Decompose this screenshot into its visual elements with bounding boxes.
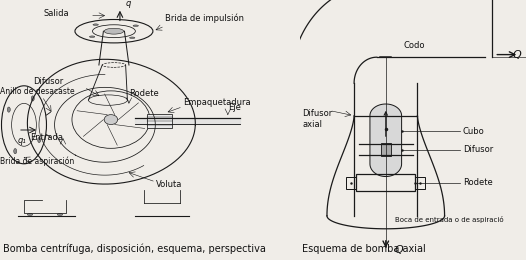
Text: Eje: Eje xyxy=(228,103,241,113)
Text: Cubo: Cubo xyxy=(463,127,484,136)
Ellipse shape xyxy=(104,28,124,34)
Ellipse shape xyxy=(104,115,118,125)
Ellipse shape xyxy=(93,24,98,25)
Ellipse shape xyxy=(89,36,95,37)
Text: Esquema de bomba axial: Esquema de bomba axial xyxy=(302,244,426,253)
Text: Difusor: Difusor xyxy=(33,77,63,87)
Text: Boca de entrada o de aspiració: Boca de entrada o de aspiració xyxy=(395,216,503,223)
Ellipse shape xyxy=(7,107,11,112)
Text: Rodete: Rodete xyxy=(129,89,159,98)
Polygon shape xyxy=(370,104,402,177)
Text: Voluta: Voluta xyxy=(156,180,183,189)
Bar xyxy=(415,177,426,188)
Text: Brida de aspiración: Brida de aspiración xyxy=(0,156,74,166)
Ellipse shape xyxy=(14,148,17,154)
Ellipse shape xyxy=(27,213,33,216)
Text: Difusor
axial: Difusor axial xyxy=(302,109,332,129)
Text: Difusor: Difusor xyxy=(463,145,493,154)
Text: Salida: Salida xyxy=(43,9,69,18)
Text: Anillo de desacaste: Anillo de desacaste xyxy=(0,87,75,96)
Text: q: q xyxy=(126,0,132,8)
Ellipse shape xyxy=(31,96,34,101)
Ellipse shape xyxy=(129,37,135,38)
Text: Empaquetadura: Empaquetadura xyxy=(183,98,250,107)
Bar xyxy=(381,143,391,156)
Text: q₁: q₁ xyxy=(18,136,27,145)
Text: Q: Q xyxy=(513,50,521,60)
Text: Codo: Codo xyxy=(404,41,426,50)
Bar xyxy=(147,114,173,128)
Text: Bomba centrífuga, disposición, esquema, perspectiva: Bomba centrífuga, disposición, esquema, … xyxy=(3,243,266,254)
Text: Brida de impulsión: Brida de impulsión xyxy=(165,13,244,23)
Ellipse shape xyxy=(57,213,63,216)
Text: Rodete: Rodete xyxy=(463,178,492,187)
Text: Q: Q xyxy=(395,245,403,255)
Bar xyxy=(346,177,356,188)
Text: Entrada: Entrada xyxy=(30,133,63,142)
Bar xyxy=(357,174,415,191)
Ellipse shape xyxy=(38,137,41,142)
Ellipse shape xyxy=(133,25,138,27)
